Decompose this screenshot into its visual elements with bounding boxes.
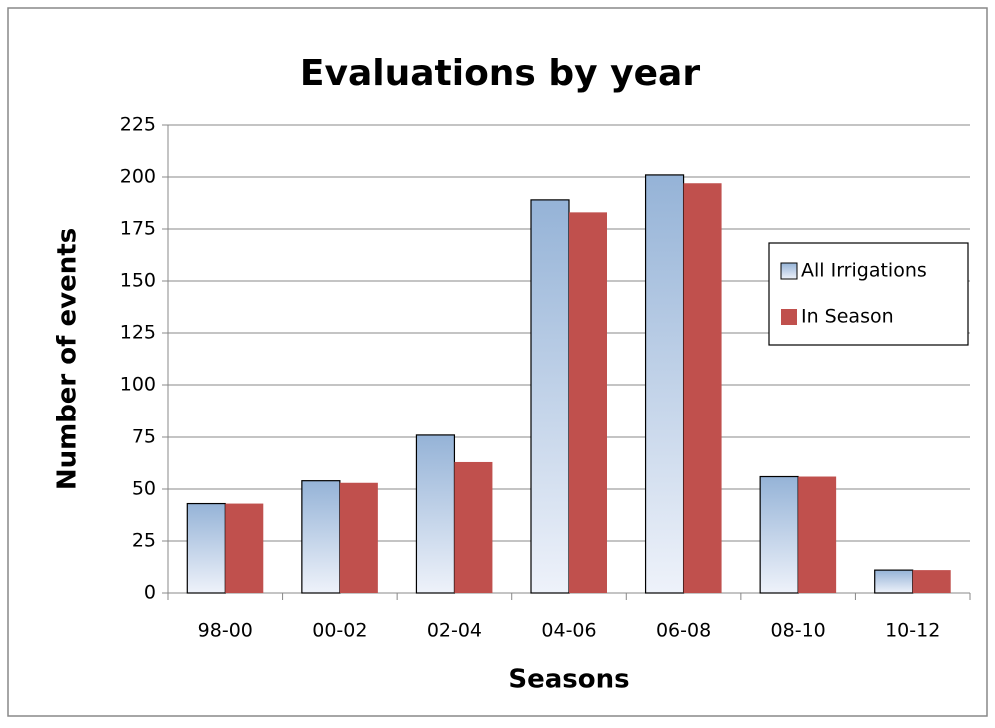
bar [874,569,914,594]
bar [225,503,264,593]
y-tick-label: 225 [120,114,156,136]
y-tick-label: 125 [120,322,156,344]
bar [454,461,493,593]
bar [683,183,722,594]
y-tick-label: 0 [144,582,156,604]
legend-label: All Irrigations [801,260,927,282]
bar [912,570,951,593]
chart-title: Evaluations by year [300,53,700,94]
x-tick-label: 04-06 [541,620,596,642]
x-tick-label: 08-10 [771,620,826,642]
legend-swatch [780,262,798,280]
bar [301,480,341,594]
bar [186,502,226,594]
y-axis-label: Number of events [53,228,83,490]
x-tick-label: 00-02 [312,620,367,642]
bar [569,212,607,594]
y-tick-label: 150 [120,270,156,292]
bar [644,174,685,594]
x-tick-label: 02-04 [427,620,482,642]
legend-box [768,242,969,346]
bar [339,482,378,593]
bar [415,434,456,594]
y-tick-label: 200 [120,166,156,188]
legend-label: In Season [801,306,894,328]
x-axis-label: Seasons [508,665,629,695]
y-tick-label: 100 [120,374,156,396]
y-tick-label: 75 [132,426,156,448]
y-tick-label: 50 [132,478,156,500]
y-tick-label: 175 [120,218,156,240]
x-tick-label: 98-00 [198,620,253,642]
legend-swatch [781,309,797,325]
x-tick-label: 06-08 [656,620,711,642]
bar [759,475,799,594]
bar [530,199,570,594]
x-tick-label: 10-12 [885,620,940,642]
y-tick-label: 25 [132,530,156,552]
chart-frame [7,7,988,717]
bar [798,476,837,593]
